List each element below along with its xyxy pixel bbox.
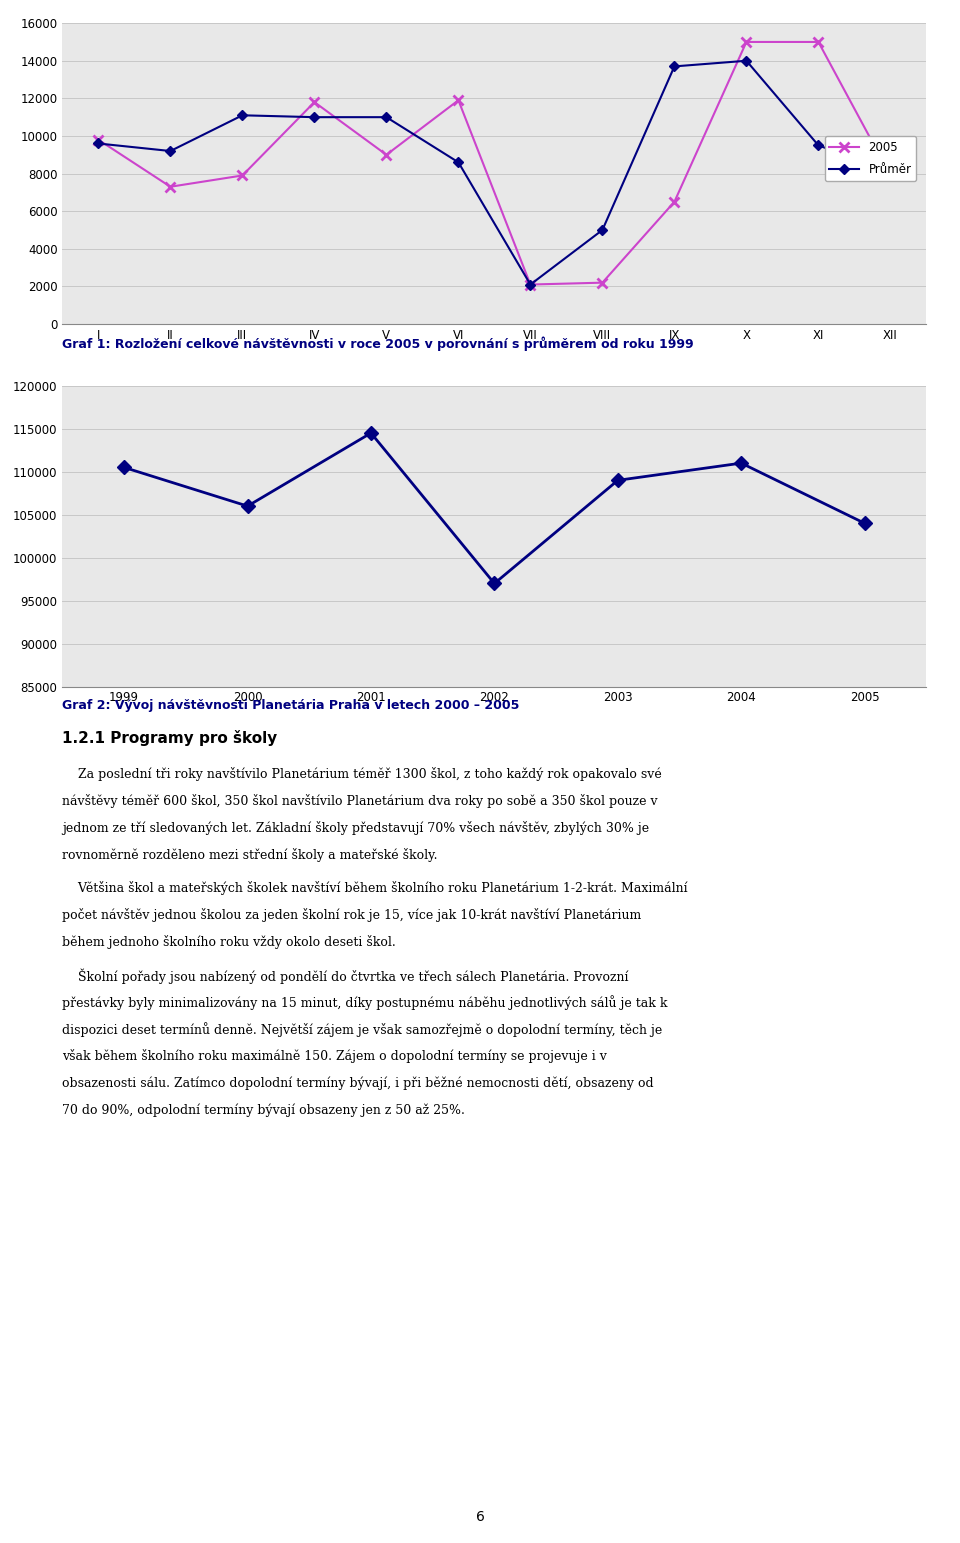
Text: počet návštěv jednou školou za jeden školní rok je 15, více jak 10-krát navštíví: počet návštěv jednou školou za jeden ško… [62, 907, 641, 923]
Průměr [524, 275, 536, 293]
Text: obsazenosti sálu. Zatímco dopolodní termíny bývají, i při běžné nemocnosti dětí,: obsazenosti sálu. Zatímco dopolodní term… [62, 1077, 654, 1089]
Průměr [92, 134, 105, 153]
2005 [380, 145, 392, 164]
Průměr [596, 221, 608, 239]
Průměr [884, 162, 896, 181]
Text: rovnoměrně rozděleno mezi střední školy a mateřské školy.: rovnoměrně rozděleno mezi střední školy … [62, 849, 438, 863]
Line: Průměr: Průměr [95, 57, 894, 289]
2005 [453, 91, 465, 110]
Line: 2005: 2005 [93, 37, 896, 290]
Průměr [380, 108, 392, 127]
2005 [164, 177, 176, 196]
2005 [236, 167, 248, 185]
Průměr [308, 108, 320, 127]
Text: 70 do 90%, odpolodní termíny bývají obsazeny jen z 50 až 25%.: 70 do 90%, odpolodní termíny bývají obsa… [62, 1103, 466, 1117]
Text: Většina škol a mateřských školek navštíví během školního roku Planetárium 1-2-kr: Většina škol a mateřských školek navštív… [62, 881, 688, 895]
Průměr [236, 106, 248, 125]
Text: Za poslední tři roky navštívilo Planetárium téměř 1300 škol, z toho každý rok op: Za poslední tři roky navštívilo Planetár… [62, 767, 662, 781]
Text: jednom ze tří sledovaných let. Základní školy představují 70% všech návštěv, zby: jednom ze tří sledovaných let. Základní … [62, 821, 650, 835]
Text: však během školního roku maximálně 150. Zájem o dopolodní termíny se projevuje i: však během školního roku maximálně 150. … [62, 1049, 608, 1063]
2005 [668, 193, 680, 211]
2005 [812, 32, 824, 51]
2005 [740, 32, 752, 51]
Text: návštěvy téměř 600 škol, 350 škol navštívilo Planetárium dva roky po sobě a 350 : návštěvy téměř 600 škol, 350 škol navští… [62, 793, 658, 809]
2005 [92, 131, 105, 150]
2005 [308, 93, 320, 111]
Text: 1.2.1 Programy pro školy: 1.2.1 Programy pro školy [62, 730, 277, 745]
Text: během jednoho školního roku vždy okolo deseti škol.: během jednoho školního roku vždy okolo d… [62, 935, 396, 949]
Průměr [668, 57, 680, 76]
Text: Školní pořady jsou nabízený od pondělí do čtvrtka ve třech sálech Planetária. Pr: Školní pořady jsou nabízený od pondělí d… [62, 969, 629, 984]
2005 [884, 167, 896, 185]
Text: Graf 1: Rozložení celkové návštěvnosti v roce 2005 v porovnání s průměrem od rok: Graf 1: Rozložení celkové návštěvnosti v… [62, 336, 694, 350]
Průměr [164, 142, 176, 160]
2005 [596, 273, 608, 292]
Text: Graf 2: Vývoj návštěvnosti Planetária Praha v letech 2000 – 2005: Graf 2: Vývoj návštěvnosti Planetária Pr… [62, 699, 519, 711]
Text: přestávky byly minimalizovány na 15 minut, díky postupnému náběhu jednotlivých s: přestávky byly minimalizovány na 15 minu… [62, 995, 668, 1011]
Text: 6: 6 [475, 1511, 485, 1524]
Text: dispozici deset termínů denně. Největší zájem je však samozřejmě o dopolodní ter: dispozici deset termínů denně. Největší … [62, 1023, 662, 1037]
Průměr [453, 153, 465, 171]
2005 [524, 275, 536, 293]
Legend: 2005, Průměr: 2005, Průměr [825, 136, 916, 181]
Průměr [740, 51, 752, 69]
Průměr [812, 136, 824, 154]
